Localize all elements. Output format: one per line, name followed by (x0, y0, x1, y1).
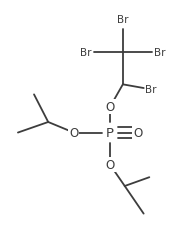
Text: Br: Br (154, 48, 165, 58)
Text: Br: Br (146, 85, 157, 95)
Text: O: O (105, 158, 115, 172)
Text: Br: Br (80, 48, 92, 58)
Text: Br: Br (117, 15, 129, 25)
Text: O: O (105, 101, 115, 114)
Text: P: P (106, 126, 114, 140)
Text: O: O (69, 126, 78, 140)
Text: O: O (133, 126, 143, 140)
